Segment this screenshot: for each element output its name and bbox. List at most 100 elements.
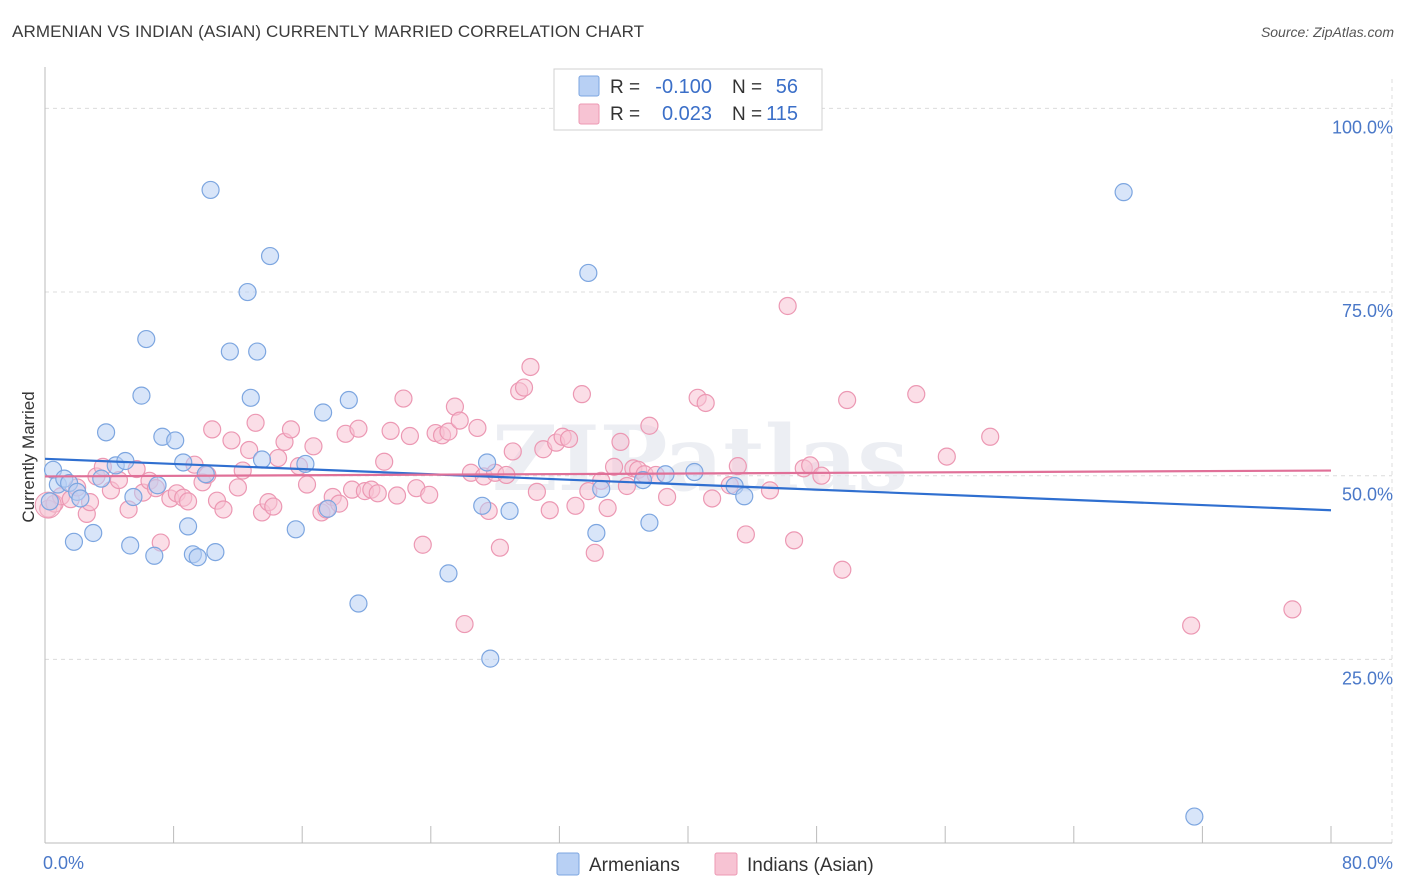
data-point <box>838 390 857 410</box>
data-point <box>349 419 368 438</box>
x-tick-label: 80.0% <box>1342 853 1393 873</box>
tick-labels: 25.0% 50.0% 75.0% 100.0% 0.0% 80.0% <box>43 117 1393 873</box>
data-point <box>413 535 432 554</box>
data-point <box>222 431 241 450</box>
data-point <box>246 413 265 432</box>
trendlines <box>44 457 1332 512</box>
data-point <box>349 594 368 613</box>
data-point <box>468 418 487 438</box>
data-point <box>368 484 387 503</box>
data-point <box>640 416 659 435</box>
data-point <box>481 649 500 668</box>
data-point <box>633 471 653 490</box>
y-tick-label: 100.0% <box>1332 117 1393 137</box>
trend-line <box>44 457 1332 512</box>
y-tick-label: 75.0% <box>1342 301 1393 321</box>
data-point <box>617 476 637 496</box>
data-point <box>40 492 59 511</box>
data-point <box>381 421 400 440</box>
data-point <box>981 427 1000 446</box>
data-point <box>585 543 604 562</box>
data-point <box>252 450 272 469</box>
data-point <box>592 479 611 499</box>
data-point <box>264 497 283 516</box>
data-point <box>1114 183 1133 202</box>
data-point <box>1283 600 1302 619</box>
svg-text:ZIPatlas: ZIPatlas <box>492 406 908 512</box>
data-point <box>132 386 151 405</box>
data-point <box>297 475 317 494</box>
legend-swatch-indians <box>714 852 738 876</box>
data-point <box>64 532 84 551</box>
data-point <box>439 564 458 583</box>
stats-r-value: 0.023 <box>662 103 712 125</box>
stats-swatch-armenians <box>578 75 600 97</box>
data-point <box>559 429 579 449</box>
data-point <box>268 448 288 468</box>
legend-swatch-armenians <box>556 852 580 876</box>
stats-swatch-indians <box>578 103 600 125</box>
data-point <box>188 548 207 567</box>
data-point <box>1185 807 1204 826</box>
data-point <box>174 453 193 472</box>
data-point <box>907 385 926 404</box>
data-point <box>286 520 305 539</box>
data-point <box>579 263 598 283</box>
data-point <box>281 420 301 439</box>
data-point <box>760 481 780 500</box>
data-point <box>220 342 239 361</box>
data-point <box>490 538 510 557</box>
data-point <box>439 422 458 441</box>
data-point <box>92 469 111 488</box>
data-point <box>736 525 755 544</box>
stats-n-value: 56 <box>776 76 798 98</box>
data-point <box>238 282 257 302</box>
series-armenians <box>40 180 1204 826</box>
x-tick-label: 0.0% <box>43 853 84 873</box>
data-point <box>598 498 617 518</box>
y-tick-label: 25.0% <box>1342 668 1393 688</box>
axes <box>44 67 1392 844</box>
data-point <box>145 546 164 565</box>
data-point <box>84 523 103 543</box>
data-point <box>450 411 469 430</box>
data-point <box>260 246 280 266</box>
data-point <box>604 457 624 476</box>
stats-r-label: R = <box>610 77 640 98</box>
stats-n-label: N = <box>732 104 762 125</box>
data-point <box>420 485 439 504</box>
data-point <box>728 457 747 476</box>
data-point <box>566 496 585 515</box>
trend-line <box>44 469 1332 478</box>
data-point <box>196 465 215 484</box>
data-point <box>587 523 606 543</box>
data-point <box>521 357 540 377</box>
data-point <box>124 487 143 507</box>
data-point <box>240 440 259 460</box>
data-point <box>937 447 956 466</box>
legend-label-indians: Indians (Asian) <box>747 855 874 876</box>
data-point <box>71 489 90 508</box>
data-point <box>473 496 492 515</box>
data-point <box>228 478 247 497</box>
data-point <box>572 385 592 404</box>
data-point <box>477 453 497 472</box>
data-point <box>375 452 394 471</box>
data-point <box>696 393 715 413</box>
stats-n-value: 115 <box>766 103 798 125</box>
data-point <box>201 180 220 200</box>
data-point <box>96 423 116 442</box>
stats-box: R = -0.100 N = 56 R = 0.023 N = 115 <box>553 68 823 131</box>
data-point <box>304 437 323 456</box>
data-point <box>178 517 198 536</box>
data-point <box>203 420 222 439</box>
y-axis-label: Currently Married <box>19 391 38 522</box>
data-point <box>166 431 185 450</box>
data-point <box>241 388 260 407</box>
data-point <box>387 486 407 505</box>
data-point <box>658 487 677 507</box>
data-point <box>640 513 659 532</box>
watermark: ZIPatlas <box>492 406 908 512</box>
data-point <box>248 342 267 361</box>
